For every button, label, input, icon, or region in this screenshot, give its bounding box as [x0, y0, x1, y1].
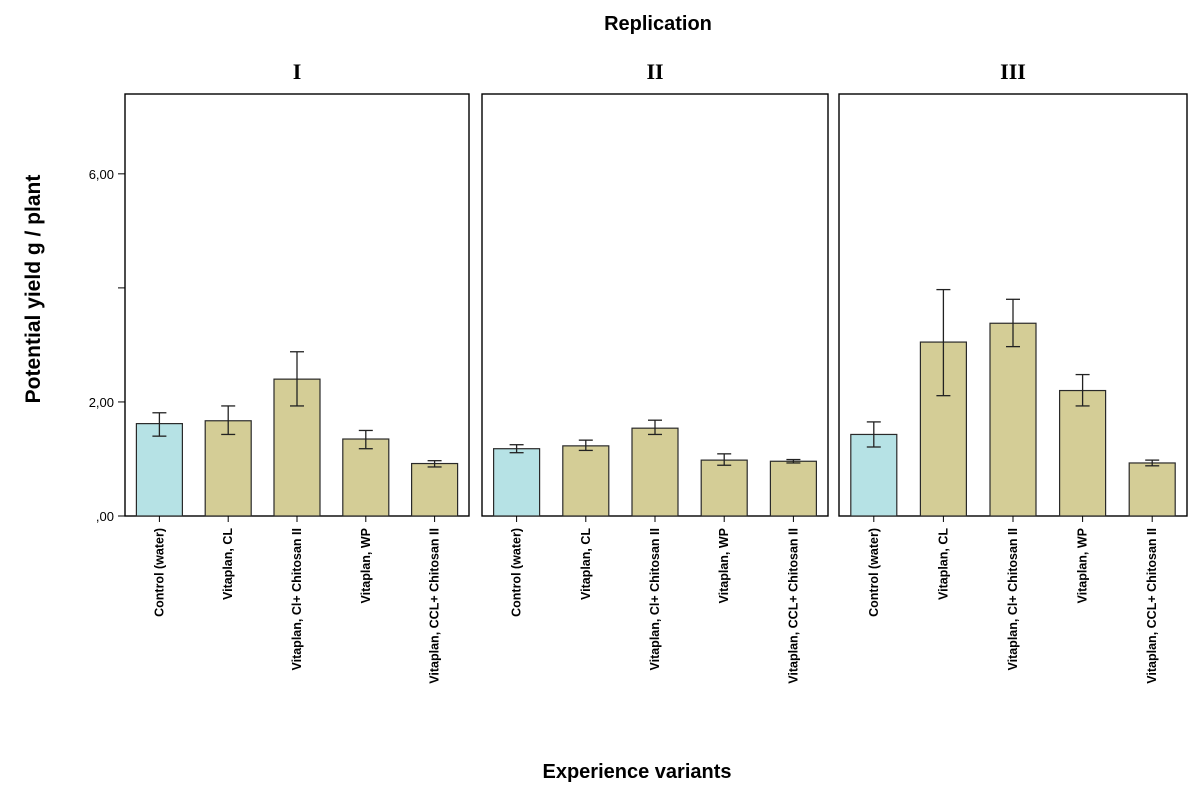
bar: [562, 445, 610, 517]
bar: [1128, 462, 1176, 517]
x-tick-label: Vitaplan, CCL+ Chitosan II: [786, 528, 800, 684]
x-tick-label: Control (water): [867, 528, 881, 617]
chart-top-title: Replication: [604, 13, 712, 35]
x-tick-label: Vitaplan, Cl+ Chitosan II: [290, 528, 304, 671]
x-tick-label: Vitaplan, WP: [1076, 528, 1090, 603]
bar: [135, 423, 183, 517]
x-tick-label: Vitaplan, CL: [221, 528, 235, 600]
bar: [989, 322, 1037, 517]
y-tick-label: 6,00: [89, 167, 114, 182]
x-tick-label: Vitaplan, Cl+ Chitosan II: [648, 528, 662, 671]
x-tick-label: Vitaplan, WP: [359, 528, 373, 603]
panel-2: II Control (water) Vitaplan, CL Vitaplan, C…: [481, 59, 829, 684]
y-axis-title: Potential yield g / plant: [22, 175, 45, 404]
bar: [700, 459, 748, 517]
bar: [1058, 389, 1107, 517]
bar: [850, 433, 898, 517]
x-tick-label: Control (water): [510, 528, 524, 617]
bar: [769, 460, 818, 517]
x-tick-label: Vitaplan, WP: [717, 528, 731, 603]
x-tick-label: Vitaplan, CCL+ Chitosan II: [428, 528, 442, 684]
bar: [631, 427, 679, 517]
bar: [493, 448, 541, 517]
panel-3: III Control (water) Vitaplan, CL Vitaplan, …: [838, 59, 1188, 684]
panel-1: I Control (water) Vitaplan, CL Vitaplan, Cl…: [124, 59, 470, 684]
bar: [342, 438, 390, 517]
x-tick-label: Vitaplan, CL: [579, 528, 593, 600]
y-tick-label: 2,00: [89, 395, 114, 410]
x-axis-title: Experience variants: [543, 761, 732, 783]
panels: I Control (water) Vitaplan, CL Vitaplan, Cl…: [124, 59, 1188, 684]
x-tick-label: Vitaplan, CCL+ Chitosan II: [1145, 528, 1159, 684]
panel-title: II: [646, 59, 663, 84]
bar: [411, 462, 459, 517]
x-tick-label: Vitaplan, CL: [936, 528, 950, 600]
x-tick-label: Vitaplan, Cl+ Chitosan II: [1006, 528, 1020, 671]
y-tick-label: ,00: [96, 509, 114, 524]
x-tick-label: Control (water): [152, 528, 166, 617]
y-axis: ,00 2,00 6,00: [89, 167, 125, 524]
panel-title: I: [293, 59, 302, 84]
panel-title: III: [1000, 59, 1026, 84]
